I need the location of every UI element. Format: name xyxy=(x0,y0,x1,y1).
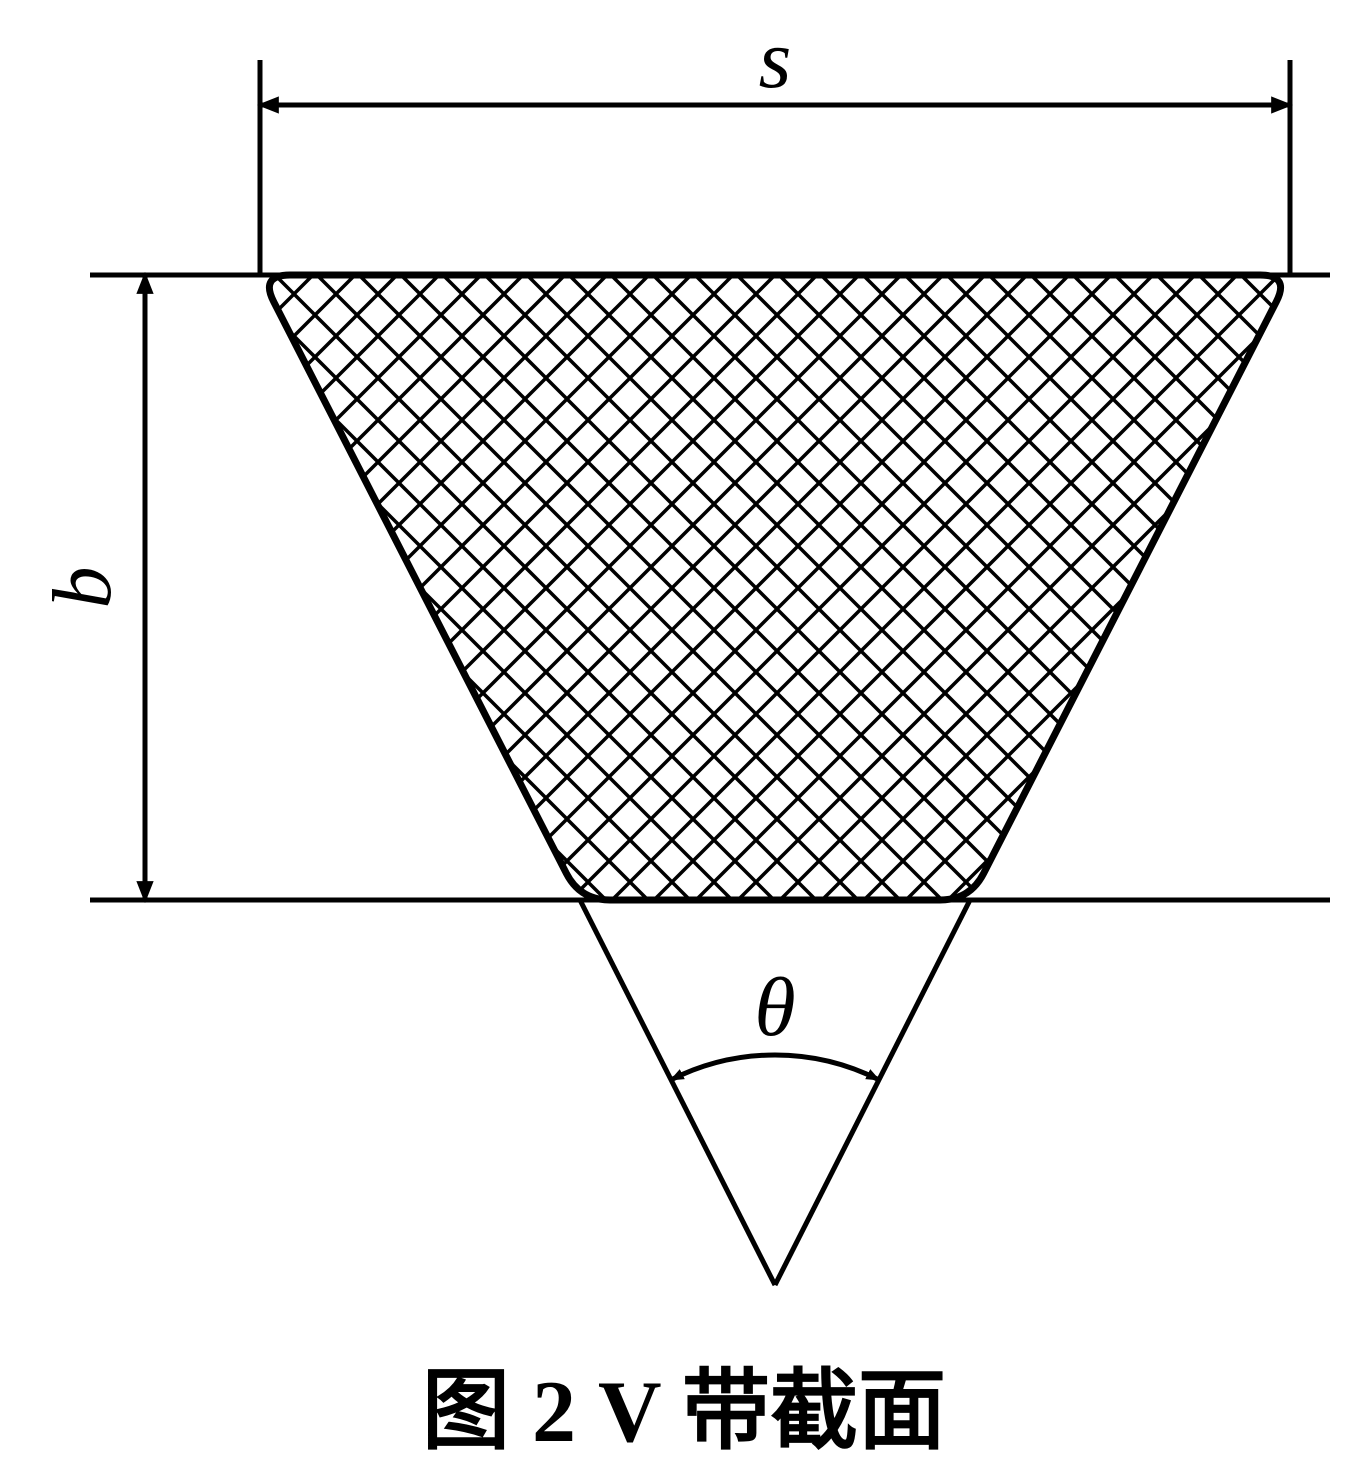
dimension-b-label: b xyxy=(36,567,129,609)
dimension-s: s xyxy=(260,13,1290,275)
dimension-b: b xyxy=(36,275,145,900)
crosshatch-fill xyxy=(250,265,1300,910)
vbelt-diagram-svg: s b θ xyxy=(0,0,1368,1465)
angle-theta: θ xyxy=(580,900,970,1285)
figure-caption: 图 2 V 带截面 xyxy=(0,1340,1368,1467)
angle-theta-label: θ xyxy=(754,961,795,1054)
dimension-s-label: s xyxy=(759,13,792,106)
